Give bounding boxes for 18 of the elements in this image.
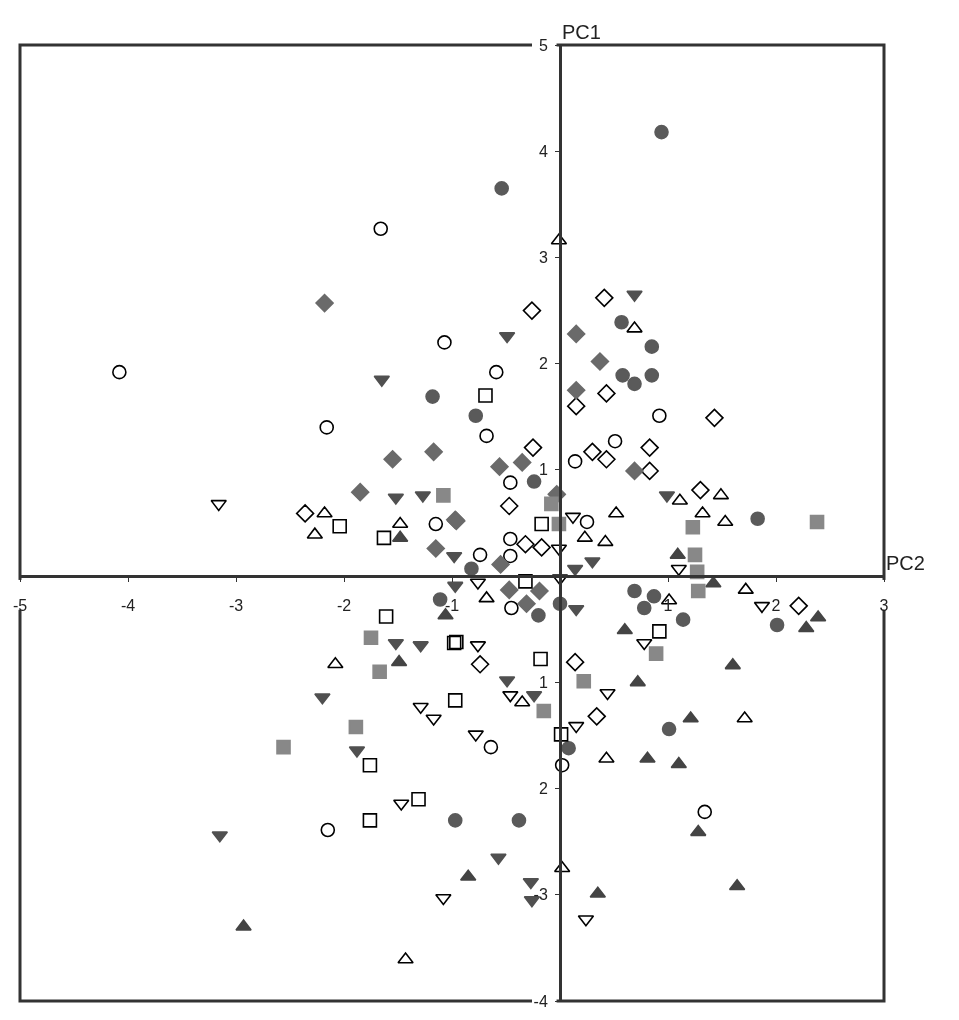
x-axis-title: PC2 [886, 552, 925, 574]
y-tick-label: 3 [538, 249, 548, 267]
x-tick-label: -1 [444, 597, 460, 615]
y-axis-title: PC1 [562, 21, 601, 43]
y-tick-label: 4 [538, 142, 548, 160]
x-tick-label: 2 [771, 597, 781, 615]
y-tick-label: -4 [533, 992, 548, 1010]
y-tick-label: 2 [538, 355, 548, 373]
x-tick-label: -4 [120, 597, 136, 615]
x-tick-label: 3 [879, 597, 889, 615]
y-tick-label: 5 [538, 36, 548, 54]
y-tick-label: -3 [533, 886, 548, 904]
x-tick-label: -3 [228, 597, 244, 615]
x-tick-label: -2 [336, 597, 352, 615]
y-tick-label: 1 [538, 461, 548, 479]
y-tick-label: 1 [538, 673, 548, 691]
y-tick-label: 2 [538, 780, 548, 798]
x-tick-label: -5 [12, 597, 28, 615]
